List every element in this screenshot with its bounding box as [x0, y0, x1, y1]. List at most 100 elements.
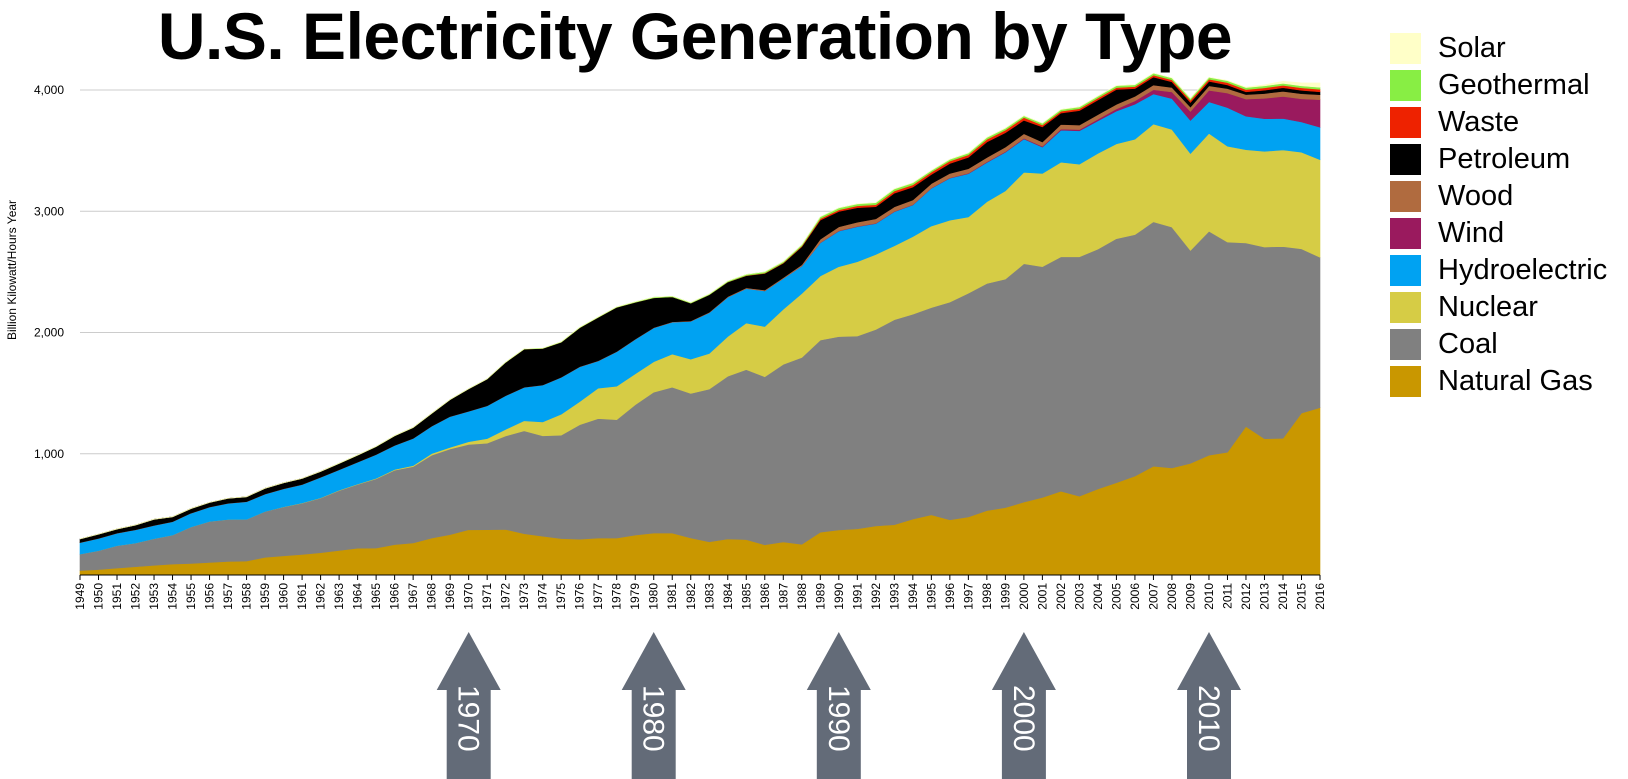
x-tick-label: 1967	[406, 583, 420, 610]
x-tick-label: 2005	[1109, 583, 1123, 610]
area-solar	[79, 72, 1321, 540]
y-tick-label: 2,000	[34, 326, 64, 340]
x-tick-label: 2014	[1276, 583, 1290, 610]
x-tick-label: 1996	[943, 583, 957, 610]
x-tick-label: 1968	[425, 583, 439, 610]
x-tick-label: 2015	[1294, 583, 1308, 610]
x-tick-label: 1958	[240, 583, 254, 610]
x-tick-label: 1976	[573, 583, 587, 610]
legend-item-geothermal: Geothermal	[1390, 67, 1628, 103]
x-axis: 1949 1950 1951 1952 1953 1954 1955 1956 1957 1958…	[73, 574, 1327, 610]
x-tick-label: 1986	[758, 583, 772, 610]
x-tick-label: 1982	[684, 583, 698, 610]
legend-swatch	[1390, 255, 1421, 286]
x-tick-label: 1971	[480, 583, 494, 610]
legend-label: Waste	[1438, 106, 1520, 138]
x-tick-label: 2003	[1072, 583, 1086, 610]
legend-swatch	[1390, 181, 1421, 212]
x-tick-label: 1949	[73, 583, 87, 610]
legend-label: Petroleum	[1438, 143, 1571, 175]
legend-item-natural-gas: Natural Gas	[1390, 363, 1628, 399]
arrow-shape	[806, 632, 871, 779]
legend-label: Natural Gas	[1438, 365, 1593, 397]
arrow-shape	[991, 632, 1056, 779]
legend-item-wind: Wind	[1390, 215, 1628, 251]
x-tick-label: 1974	[536, 583, 550, 610]
x-tick-label: 1973	[517, 583, 531, 610]
arrow-shape	[1177, 632, 1241, 779]
x-tick-label: 2011	[1220, 583, 1234, 609]
legend-label: Geothermal	[1438, 69, 1590, 101]
x-tick-label: 1999	[998, 583, 1012, 610]
x-tick-label: 1990	[832, 583, 846, 610]
x-tick-label: 1956	[203, 583, 217, 610]
arrow-label: 2010	[1192, 685, 1225, 752]
x-tick-label: 1977	[591, 583, 605, 610]
x-tick-label: 1978	[610, 583, 624, 610]
x-tick-label: 1957	[221, 583, 235, 610]
x-tick-label: 1951	[110, 583, 124, 610]
arrow-shape	[436, 632, 501, 779]
legend-item-solar: Solar	[1390, 30, 1628, 66]
x-tick-label: 1979	[628, 583, 642, 610]
x-tick-label: 1998	[980, 583, 994, 610]
decade-arrow-2000: 2000	[991, 632, 1056, 779]
x-tick-label: 1975	[554, 583, 568, 610]
legend-swatch	[1390, 329, 1421, 360]
legend-label: Wind	[1438, 217, 1505, 249]
x-tick-label: 2009	[1183, 583, 1197, 610]
legend-item-waste: Waste	[1390, 104, 1628, 140]
legend-swatch	[1390, 107, 1421, 138]
x-tick-label: 2002	[1054, 583, 1068, 610]
x-tick-label: 1952	[129, 583, 143, 610]
x-tick-label: 1991	[850, 583, 864, 610]
x-tick-label: 2004	[1091, 583, 1105, 610]
x-tick-label: 1965	[369, 583, 383, 610]
x-tick-label: 1989	[813, 583, 827, 610]
x-tick-label: 1987	[776, 583, 790, 610]
legend-item-hydroelectric: Hydroelectric	[1390, 252, 1628, 288]
arrow-label: 2000	[1007, 685, 1040, 752]
legend-swatch	[1390, 366, 1421, 397]
area-series	[79, 72, 1321, 576]
x-tick-label: 1961	[295, 583, 309, 610]
x-tick-label: 1997	[961, 583, 975, 610]
decade-arrow-1980: 1980	[621, 632, 686, 779]
x-tick-label: 1994	[906, 583, 920, 610]
x-tick-label: 2007	[1146, 583, 1160, 610]
x-tick-label: 2008	[1165, 583, 1179, 610]
decade-arrow-1970: 1970	[436, 632, 501, 779]
x-tick-label: 1980	[647, 583, 661, 610]
legend-label: Coal	[1438, 328, 1498, 360]
chart-title: U.S. Electricity Generation by Type	[157, 0, 1233, 73]
x-tick-label: 1953	[147, 583, 161, 610]
x-tick-label: 2012	[1239, 583, 1253, 610]
legend-label: Wood	[1438, 180, 1514, 212]
legend-label: Hydroelectric	[1438, 254, 1608, 286]
x-tick-label: 1954	[166, 583, 180, 610]
decade-arrow-2010: 2010	[1177, 632, 1241, 779]
x-tick-label: 1960	[277, 583, 291, 610]
decade-arrows: 1970 1980 1990 2000 2010	[436, 632, 1241, 779]
x-tick-label: 1984	[721, 583, 735, 610]
arrow-label: 1990	[822, 685, 855, 752]
x-tick-label: 1955	[184, 583, 198, 610]
x-tick-label: 1988	[795, 583, 809, 610]
y-tick-label: 1,000	[34, 447, 64, 461]
legend-label: Solar	[1438, 32, 1506, 64]
x-tick-label: 2006	[1128, 583, 1142, 610]
legend-label: Nuclear	[1438, 291, 1538, 323]
y-tick-label: 3,000	[34, 204, 64, 218]
y-axis-label: Billion Kilowatt/Hours Year	[5, 200, 19, 340]
x-tick-label: 2010	[1202, 583, 1216, 610]
legend-swatch	[1390, 144, 1421, 175]
x-tick-label: 1995	[924, 583, 938, 610]
y-axis: 1,000 2,000 3,000 4,000	[34, 83, 64, 461]
arrow-label: 1980	[637, 685, 670, 752]
x-tick-label: 2001	[1035, 583, 1049, 610]
legend-swatch	[1390, 33, 1421, 64]
x-tick-label: 2000	[1017, 583, 1031, 610]
x-tick-label: 1950	[92, 583, 106, 610]
x-tick-label: 2016	[1313, 583, 1327, 610]
